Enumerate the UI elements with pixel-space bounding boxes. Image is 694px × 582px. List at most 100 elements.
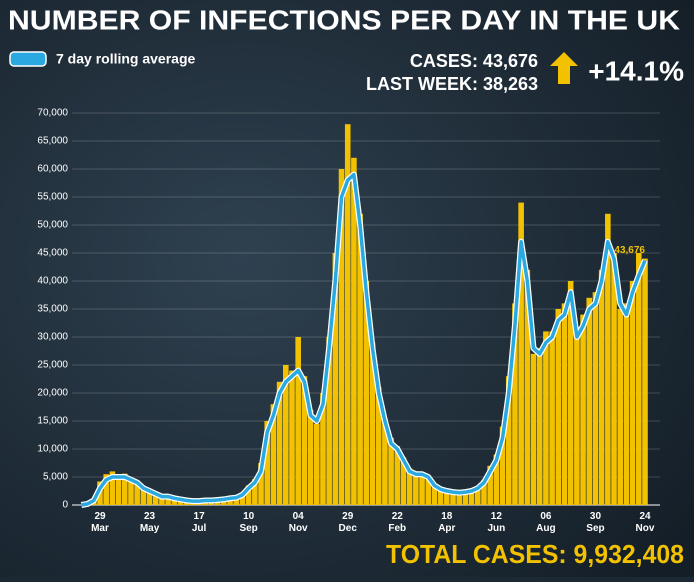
bar	[444, 489, 450, 505]
y-tick-label: 20,000	[37, 388, 68, 399]
bar	[419, 472, 425, 505]
bar	[363, 281, 370, 505]
x-tick-label: 04 Nov	[289, 511, 308, 534]
bar	[351, 157, 357, 506]
change-stat: +14.1%	[588, 55, 684, 86]
y-tick-label: 0	[62, 500, 68, 511]
y-tick-label: 40,000	[37, 276, 68, 287]
bar	[369, 342, 376, 505]
y-tick-label: 10,000	[37, 444, 68, 455]
bar	[413, 471, 419, 505]
bar	[592, 292, 599, 505]
bar	[518, 202, 524, 505]
y-tick-label: 35,000	[37, 304, 68, 315]
bar	[171, 497, 178, 505]
bar	[270, 404, 277, 505]
total-cases: TOTAL CASES: 9,932,408	[386, 539, 684, 569]
bar	[400, 457, 407, 505]
legend-label: 7 day rolling average	[56, 51, 195, 67]
up-arrow	[550, 52, 578, 84]
bar	[450, 491, 456, 505]
y-tick-label: 5,000	[43, 472, 68, 483]
bar	[543, 331, 549, 505]
bar	[338, 169, 345, 505]
bar	[474, 486, 481, 505]
bar	[456, 492, 462, 505]
x-tick-label: 10 Sep	[239, 511, 257, 534]
bar	[159, 495, 165, 505]
y-tick-label: 65,000	[37, 136, 68, 147]
bar	[103, 474, 109, 505]
bar	[574, 331, 580, 505]
bar	[140, 487, 147, 505]
bar	[326, 337, 332, 505]
bar	[524, 269, 531, 505]
bar	[332, 253, 339, 505]
bar	[289, 370, 295, 505]
bar	[580, 314, 586, 505]
bar	[165, 497, 171, 505]
bar	[536, 348, 543, 505]
bar	[499, 426, 506, 505]
last-week-stat: LAST WEEK: 38,263	[366, 74, 538, 94]
y-tick-label: 15,000	[37, 416, 68, 427]
bar	[388, 437, 394, 505]
cases-stat: CASES: 43,676	[410, 51, 538, 71]
bar	[252, 479, 258, 505]
bar	[121, 473, 128, 505]
bar	[481, 479, 487, 505]
x-tick-label: 17 Jul	[192, 511, 207, 534]
x-tick-label: 18 Apr	[438, 511, 455, 534]
bar	[642, 258, 648, 505]
bar	[512, 303, 518, 505]
x-tick-label: 22 Feb	[388, 511, 406, 534]
bar	[313, 423, 320, 505]
x-tick-label: 06 Aug	[536, 511, 555, 534]
bar	[605, 213, 611, 506]
y-tick-label: 55,000	[37, 192, 68, 203]
x-tick-label: 23 May	[140, 511, 160, 534]
y-tick-label: 70,000	[37, 108, 68, 119]
bar	[382, 418, 388, 505]
x-tick-label: 12 Jun	[487, 511, 505, 534]
y-tick-label: 60,000	[37, 164, 68, 175]
bar	[344, 124, 351, 505]
bar	[561, 303, 568, 505]
bar	[357, 213, 363, 506]
bar	[636, 253, 642, 505]
bar	[128, 478, 134, 505]
bar	[239, 492, 246, 505]
bar	[611, 253, 617, 505]
bar	[555, 309, 562, 505]
bar	[233, 496, 240, 505]
bar	[394, 446, 401, 505]
x-tick-label: 30 Sep	[586, 511, 604, 534]
rolling-average-line	[81, 172, 647, 507]
bar	[301, 376, 308, 505]
bar	[320, 393, 326, 505]
bar	[245, 485, 252, 505]
bar	[227, 497, 233, 505]
bar	[134, 480, 140, 505]
bar	[623, 303, 630, 505]
bar	[406, 468, 413, 505]
bar	[375, 387, 382, 505]
y-tick-label: 50,000	[37, 220, 68, 231]
x-tick-label: 29 Mar	[91, 511, 109, 534]
legend-swatch	[9, 51, 47, 67]
bar	[586, 297, 593, 505]
bar	[530, 353, 537, 505]
end-value-label: 43,676	[614, 245, 645, 256]
bar	[146, 489, 153, 505]
y-tick-label: 25,000	[37, 360, 68, 371]
bar	[295, 337, 301, 505]
bar	[152, 493, 159, 505]
bar	[276, 381, 283, 505]
chart-title: NUMBER OF INFECTIONS PER DAY IN THE UK	[8, 4, 680, 35]
bar	[598, 269, 605, 505]
bar	[425, 475, 432, 505]
x-tick-label: 24 Nov	[636, 511, 655, 534]
x-tick-label: 29 Dec	[339, 511, 358, 534]
bar	[431, 483, 438, 505]
